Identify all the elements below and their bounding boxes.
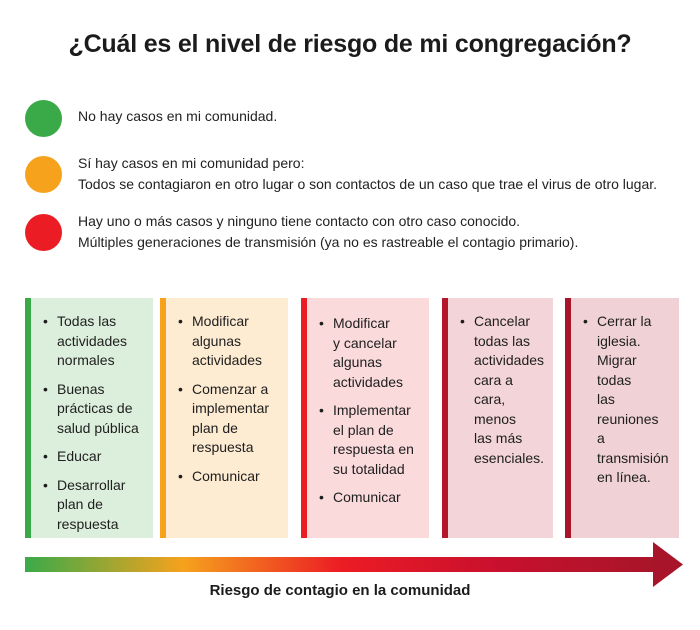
action-list: • Modificar algunas actividades • Comenzar … <box>178 312 282 486</box>
risk-arrow-label: Riesgo de contagio en la comunidad <box>209 582 471 599</box>
legend-description: No hay casos en mi comunidad. <box>78 106 277 127</box>
legend-line: Sí hay casos en mi comunidad pero: <box>78 155 305 171</box>
action-text: Cerrar la iglesia. Migrar todas las reun… <box>597 313 669 485</box>
legend-description: Sí hay casos en mi comunidad pero: Todos … <box>78 153 657 195</box>
action-item: • Comenzar a implementar plan de respuest… <box>178 380 282 458</box>
risk-level-dot <box>25 100 62 137</box>
bullet-icon: • <box>43 380 48 397</box>
action-list: • Modificar y cancelar algunas actividade… <box>319 314 423 508</box>
bullet-icon: • <box>43 313 48 329</box>
page-title: ¿Cuál es el nivel de riesgo de mi congre… <box>68 30 632 58</box>
risk-level-column-4: • Cancelar todas las actividades cara a c… <box>442 298 553 538</box>
action-item: • Cancelar todas las actividades cara a c… <box>460 312 547 468</box>
action-item: • Educar <box>43 447 147 467</box>
action-text: Todas las actividades normales <box>57 313 128 368</box>
risk-arrow-graphic <box>25 542 683 587</box>
action-list: • Cerrar la iglesia. Migrar todas las reu… <box>583 312 673 488</box>
risk-level-dot <box>25 214 62 251</box>
action-list: • Cancelar todas las actividades cara a c… <box>460 312 547 468</box>
action-item: • Buenas prácticas de salud pública <box>43 380 147 439</box>
action-item: • Modificar y cancelar algunas actividade… <box>319 314 423 392</box>
legend-line: Hay uno o más casos y ninguno tiene cont… <box>78 213 521 229</box>
risk-arrow-shaft <box>25 557 657 572</box>
action-text: Implementar el plan de respuesta en su t… <box>333 402 414 477</box>
risk-level-column-5: • Cerrar la iglesia. Migrar todas las reu… <box>565 298 679 538</box>
risk-arrow <box>25 540 685 590</box>
action-text: Cancelar todas las actividades cara a ca… <box>474 313 545 466</box>
bullet-icon: • <box>178 313 183 329</box>
action-item: • Comunicar <box>178 467 282 487</box>
bullet-icon: • <box>178 467 183 484</box>
bullet-icon: • <box>43 476 48 493</box>
legend-description: Hay uno o más casos y ninguno tiene cont… <box>78 211 578 253</box>
action-item: • Todas las actividades normales <box>43 312 147 371</box>
bullet-icon: • <box>319 489 324 505</box>
bullet-icon: • <box>178 380 183 397</box>
action-text: Modificar algunas actividades <box>192 313 263 368</box>
bullet-icon: • <box>583 313 588 329</box>
action-item: • Desarrollar plan de respuesta <box>43 476 147 535</box>
legend-line: Múltiples generaciones de transmisión (y… <box>78 234 579 250</box>
bullet-icon: • <box>460 313 465 329</box>
legend-line: No hay casos en mi comunidad. <box>78 108 278 124</box>
risk-level-column-2: • Modificar algunas actividades • Comenzar … <box>160 298 288 538</box>
bullet-icon: • <box>43 448 48 464</box>
action-text: Desarrollar plan de respuesta <box>57 476 126 532</box>
risk-arrow-head <box>653 542 683 587</box>
action-item: • Modificar algunas actividades <box>178 312 282 371</box>
action-text: Comunicar <box>192 467 260 484</box>
risk-level-column-3: • Modificar y cancelar algunas actividade… <box>301 298 429 538</box>
legend-line: Todos se contagiaron en otro lugar o son… <box>78 176 658 192</box>
risk-level-column-1: • Todas las actividades normales • Buenas p… <box>25 298 153 538</box>
bullet-icon: • <box>319 315 324 331</box>
action-text: Buenas prácticas de salud pública <box>57 380 139 436</box>
action-text: Comunicar <box>333 489 401 505</box>
action-text: Modificar y cancelar algunas actividades <box>333 315 404 390</box>
risk-level-dot <box>25 156 62 193</box>
action-text: Educar <box>57 448 102 464</box>
action-item: • Implementar el plan de respuesta en su … <box>319 401 423 479</box>
action-item: • Comunicar <box>319 488 423 508</box>
action-text: Comenzar a implementar plan de respuesta <box>192 380 270 456</box>
action-item: • Cerrar la iglesia. Migrar todas las reu… <box>583 312 673 488</box>
action-list: • Todas las actividades normales • Buenas p… <box>43 312 147 534</box>
bullet-icon: • <box>319 402 324 418</box>
